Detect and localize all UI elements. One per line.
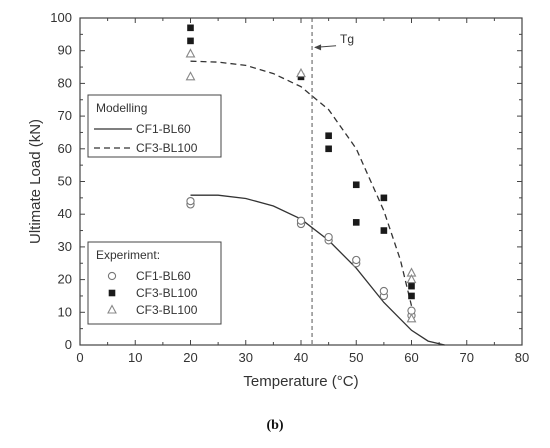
x-tick-label: 20 xyxy=(183,350,197,365)
model-curve-1 xyxy=(190,194,445,346)
data-point-exp1 xyxy=(352,255,361,265)
y-tick-label: 0 xyxy=(65,337,72,352)
x-tick-label: 50 xyxy=(349,350,363,365)
modelling-legend-title: Modelling xyxy=(96,101,147,115)
data-point-exp1 xyxy=(186,196,195,206)
x-tick-label: 40 xyxy=(294,350,308,365)
modelling-legend-box xyxy=(87,94,222,158)
tg-arrow-head xyxy=(314,44,322,51)
data-point-exp2 xyxy=(187,37,194,45)
data-point-exp2 xyxy=(380,227,388,234)
data-point-exp3 xyxy=(296,67,306,78)
data-point-exp2 xyxy=(352,181,360,189)
model-curve-2 xyxy=(190,60,413,306)
y-tick-label: 80 xyxy=(58,75,72,90)
y-tick-label: 40 xyxy=(58,206,72,221)
x-axis-title: Temperature (°C) xyxy=(243,373,358,390)
x-tick-label: 30 xyxy=(239,350,253,365)
y-tick-label: 20 xyxy=(58,272,72,287)
data-point-exp3 xyxy=(185,71,196,81)
experiment-legend-label: CF1-BL60 xyxy=(136,269,191,283)
figure-caption: (b) xyxy=(266,418,284,433)
x-tick-label: 10 xyxy=(128,350,142,365)
data-point-exp1 xyxy=(324,232,333,242)
y-tick-label: 10 xyxy=(58,304,72,319)
data-point-exp1 xyxy=(379,286,389,296)
y-tick-label: 90 xyxy=(58,43,72,58)
y-tick-label: 50 xyxy=(58,174,72,189)
y-tick-label: 30 xyxy=(58,239,72,254)
experiment-legend-marker-2 xyxy=(108,289,116,297)
data-point-exp2 xyxy=(408,292,415,300)
experiment-legend-label: CF3-BL100 xyxy=(136,303,198,317)
modelling-legend-label: CF1-BL60 xyxy=(136,122,191,136)
tg-label: Tg xyxy=(340,32,354,46)
y-axis-title: Ultimate Load (kN) xyxy=(27,119,44,244)
data-point-exp2 xyxy=(352,219,360,226)
x-tick-label: 80 xyxy=(515,350,529,365)
data-point-exp2 xyxy=(380,194,388,202)
experiment-legend-label: CF3-BL100 xyxy=(136,286,198,300)
data-point-exp3 xyxy=(185,48,196,58)
experiment-legend-title: Experiment: xyxy=(96,248,160,262)
experiment-legend-marker-1 xyxy=(107,271,117,281)
x-tick-label: 0 xyxy=(76,350,83,365)
y-tick-label: 100 xyxy=(50,10,72,25)
y-tick-label: 70 xyxy=(58,108,72,123)
x-tick-label: 60 xyxy=(404,350,418,365)
data-point-exp3 xyxy=(406,313,417,323)
y-tick-label: 60 xyxy=(58,141,72,156)
data-point-exp2 xyxy=(325,132,332,140)
data-point-exp1 xyxy=(296,216,306,225)
x-tick-label: 70 xyxy=(460,350,474,365)
experiment-legend-marker-3 xyxy=(107,304,117,314)
data-point-exp2 xyxy=(187,24,194,32)
data-point-exp3 xyxy=(406,273,417,284)
data-point-exp2 xyxy=(408,282,415,290)
modelling-legend-label: CF3-BL100 xyxy=(136,141,198,155)
data-point-exp2 xyxy=(325,145,332,153)
